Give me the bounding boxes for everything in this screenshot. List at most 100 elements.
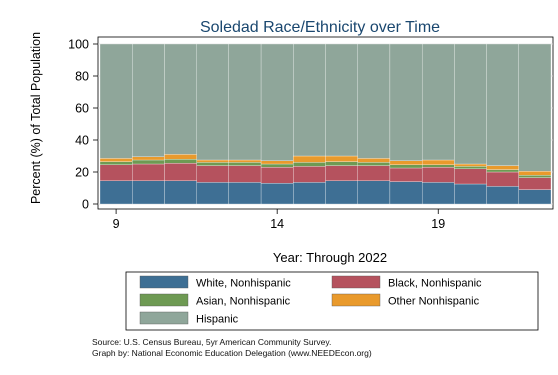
- y-axis-label: Percent (%) of Total Population: [29, 32, 43, 204]
- bar-segment-17-series-4: [357, 43, 391, 159]
- bar-segment-9-series-4: [99, 43, 133, 159]
- legend-swatch-4: [139, 311, 189, 325]
- y-tick-label-20: 20: [75, 166, 89, 180]
- bar-segment-14-series-2: [260, 163, 294, 168]
- bar-segment-18-series-3: [389, 160, 423, 165]
- bar-segment-14-series-3: [260, 160, 294, 165]
- bar-segment-13-series-0: [228, 182, 262, 205]
- credit-note: Graph by: National Economic Education De…: [92, 348, 372, 358]
- bar-segment-17-series-3: [357, 158, 391, 163]
- bar-segment-10-series-0: [132, 180, 165, 205]
- bar-segment-14-series-4: [260, 43, 294, 161]
- bar-segment-20-series-2: [454, 166, 487, 169]
- bar-segment-13-series-1: [228, 165, 262, 183]
- bar-segment-17-series-2: [357, 162, 391, 166]
- bar-segment-10-series-3: [132, 156, 165, 161]
- bar-segment-15-series-0: [293, 182, 326, 205]
- bar-segment-17-series-0: [357, 180, 391, 205]
- bar-segment-21-series-4: [486, 43, 519, 166]
- x-axis-ticks: 9 14 19: [113, 209, 445, 231]
- bar-segment-17-series-1: [357, 165, 391, 181]
- bar-segment-12-series-1: [196, 165, 230, 183]
- chart-title: Soledad Race/Ethnicity over Time: [200, 19, 440, 36]
- x-tick-label-19: 19: [431, 217, 445, 231]
- bar-segment-21-series-2: [486, 169, 519, 173]
- bar-segment-20-series-3: [454, 163, 487, 167]
- bar-segment-10-series-1: [132, 163, 165, 181]
- bar-segment-9-series-0: [99, 180, 133, 205]
- bar-segment-20-series-4: [454, 43, 487, 165]
- legend-label-3: Other Nonhispanic: [388, 296, 480, 308]
- x-tick-label-14: 14: [270, 217, 284, 231]
- bar-segment-12-series-0: [196, 182, 230, 205]
- legend-swatch-2: [139, 293, 189, 307]
- bar-segment-21-series-3: [486, 165, 519, 170]
- bar-segment-16-series-2: [325, 161, 358, 166]
- legend-label-1: Black, Nonhispanic: [388, 278, 482, 290]
- bar-segment-10-series-4: [132, 43, 165, 157]
- legend-swatch-0: [139, 275, 189, 289]
- bar-segment-19-series-3: [421, 159, 455, 165]
- bar-segment-9-series-2: [99, 161, 133, 165]
- bar-segment-13-series-4: [228, 43, 262, 161]
- y-tick-label-100: 100: [68, 38, 89, 52]
- bar-segment-16-series-3: [325, 155, 358, 162]
- bar-segment-14-series-0: [260, 183, 294, 205]
- bar-segment-19-series-0: [421, 182, 455, 205]
- legend-swatch-1: [331, 275, 381, 289]
- bar-segment-21-series-1: [486, 171, 519, 187]
- bar-segment-12-series-3: [196, 159, 230, 163]
- x-axis-label: Year: Through 2022: [273, 250, 387, 265]
- x-tick-label-9: 9: [113, 217, 120, 231]
- bar-segment-21-series-0: [486, 186, 519, 205]
- bar-segment-10-series-2: [132, 159, 165, 165]
- bar-segment-11-series-3: [164, 154, 197, 160]
- bar-segment-22-series-3: [518, 171, 552, 176]
- bar-segment-22-series-0: [518, 189, 552, 205]
- bar-segment-11-series-4: [164, 43, 197, 155]
- bar-segment-20-series-1: [454, 168, 487, 185]
- bar-segment-11-series-1: [164, 163, 197, 181]
- bar-segment-16-series-0: [325, 180, 358, 205]
- bar-segment-18-series-4: [389, 43, 423, 161]
- bar-segment-22-series-1: [518, 177, 552, 190]
- bar-segment-16-series-1: [325, 165, 358, 181]
- bar-segment-13-series-3: [228, 159, 262, 163]
- bar-segment-9-series-1: [99, 164, 133, 181]
- y-axis-ticks: 0 20 40 60 80 100: [68, 38, 98, 212]
- bar-segment-15-series-1: [293, 166, 326, 183]
- bar-segment-14-series-1: [260, 167, 294, 184]
- y-tick-label-40: 40: [75, 134, 89, 148]
- bar-segment-22-series-4: [518, 43, 552, 172]
- legend-swatch-3: [331, 293, 381, 307]
- bar-segment-12-series-4: [196, 43, 230, 161]
- bar-segment-12-series-2: [196, 162, 230, 166]
- bar-segment-11-series-0: [164, 180, 197, 205]
- bar-segment-19-series-4: [421, 43, 455, 161]
- bar-segment-18-series-0: [389, 181, 423, 205]
- bar-segment-15-series-4: [293, 43, 326, 157]
- bar-segment-11-series-2: [164, 159, 197, 164]
- bar-segment-19-series-1: [421, 167, 455, 183]
- legend-label-2: Asian, Nonhispanic: [196, 296, 291, 308]
- legend: White, Nonhispanic Black, Nonhispanic Asia…: [139, 275, 482, 326]
- bar-segment-15-series-2: [293, 162, 326, 167]
- legend-label-0: White, Nonhispanic: [196, 278, 291, 290]
- bar-segment-18-series-1: [389, 167, 423, 182]
- bar-segment-22-series-2: [518, 175, 552, 178]
- bar-segment-13-series-2: [228, 162, 262, 166]
- legend-label-4: Hispanic: [196, 314, 239, 326]
- bar-segment-20-series-0: [454, 183, 487, 205]
- bar-segment-16-series-4: [325, 43, 358, 157]
- bar-segment-19-series-2: [421, 164, 455, 168]
- bar-segment-18-series-2: [389, 164, 423, 169]
- y-tick-label-60: 60: [75, 102, 89, 116]
- bar-segment-15-series-3: [293, 155, 326, 163]
- source-note: Source: U.S. Census Bureau, 5yr American…: [92, 337, 332, 347]
- bars-layer: [99, 43, 552, 205]
- y-tick-label-0: 0: [82, 198, 89, 212]
- y-tick-label-80: 80: [75, 70, 89, 84]
- bar-segment-9-series-3: [99, 158, 133, 162]
